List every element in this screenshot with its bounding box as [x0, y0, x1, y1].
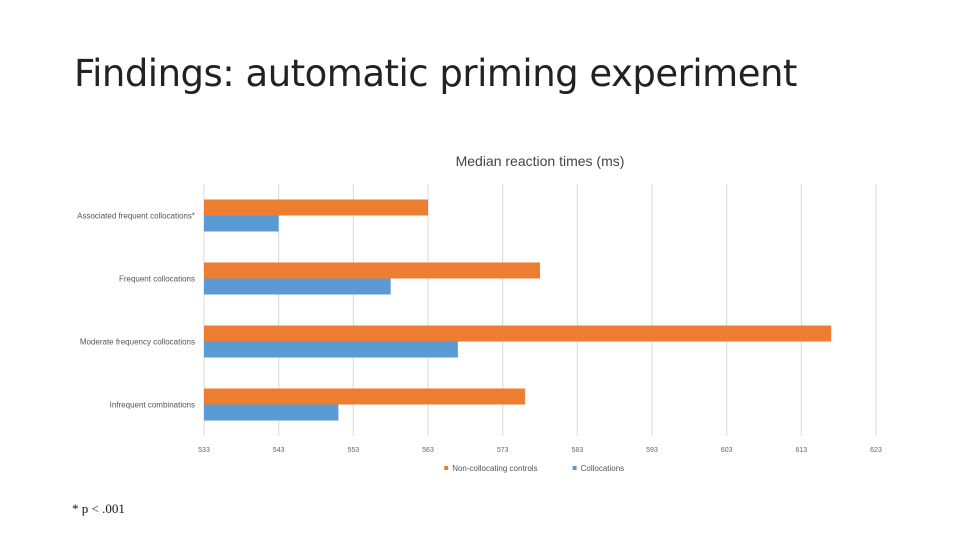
x-tick-label: 613: [795, 447, 807, 454]
legend-label: Collocations: [581, 464, 625, 473]
bar-non-collocating: [204, 325, 832, 342]
bar-collocations: [204, 278, 391, 295]
bar-non-collocating: [204, 388, 526, 405]
x-tick-label: 593: [646, 447, 658, 454]
bar-collocations: [204, 404, 339, 421]
bar-collocations: [204, 215, 279, 232]
x-tick-label: 623: [870, 447, 882, 454]
x-tick-label: 603: [721, 447, 733, 454]
category-label: Moderate frequency collocations: [80, 338, 195, 347]
legend-swatch: [444, 466, 449, 470]
legend-label: Non-collocating controls: [452, 464, 537, 473]
bar-collocations: [204, 341, 458, 358]
x-tick-label: 543: [273, 447, 285, 454]
x-tick-label: 553: [347, 447, 359, 454]
bar-non-collocating: [204, 199, 428, 216]
x-tick-label: 573: [497, 447, 509, 454]
x-tick-label: 583: [571, 447, 583, 454]
x-tick-label: 533: [198, 447, 210, 454]
x-tick-label: 563: [422, 447, 434, 454]
category-label: Frequent collocations: [119, 275, 195, 284]
significance-footnote: * p < .001: [72, 501, 125, 516]
category-label: Infrequent combinations: [110, 401, 195, 410]
bar-non-collocating: [204, 262, 540, 279]
slide-title: Findings: automatic priming experiment: [74, 52, 797, 95]
chart-title: Median reaction times (ms): [455, 153, 625, 169]
category-label: Associated frequent collocations*: [77, 212, 195, 221]
legend-swatch: [572, 466, 577, 470]
